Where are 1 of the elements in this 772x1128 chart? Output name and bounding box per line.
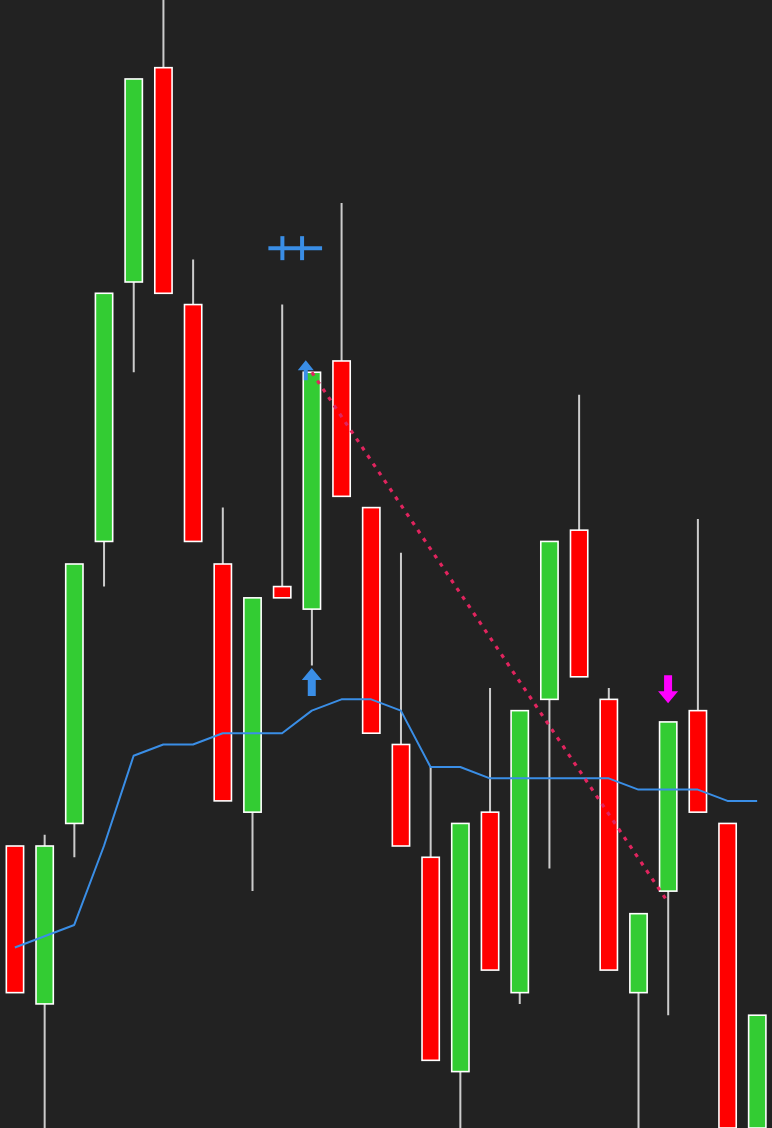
- candlestick: [272, 303, 292, 599]
